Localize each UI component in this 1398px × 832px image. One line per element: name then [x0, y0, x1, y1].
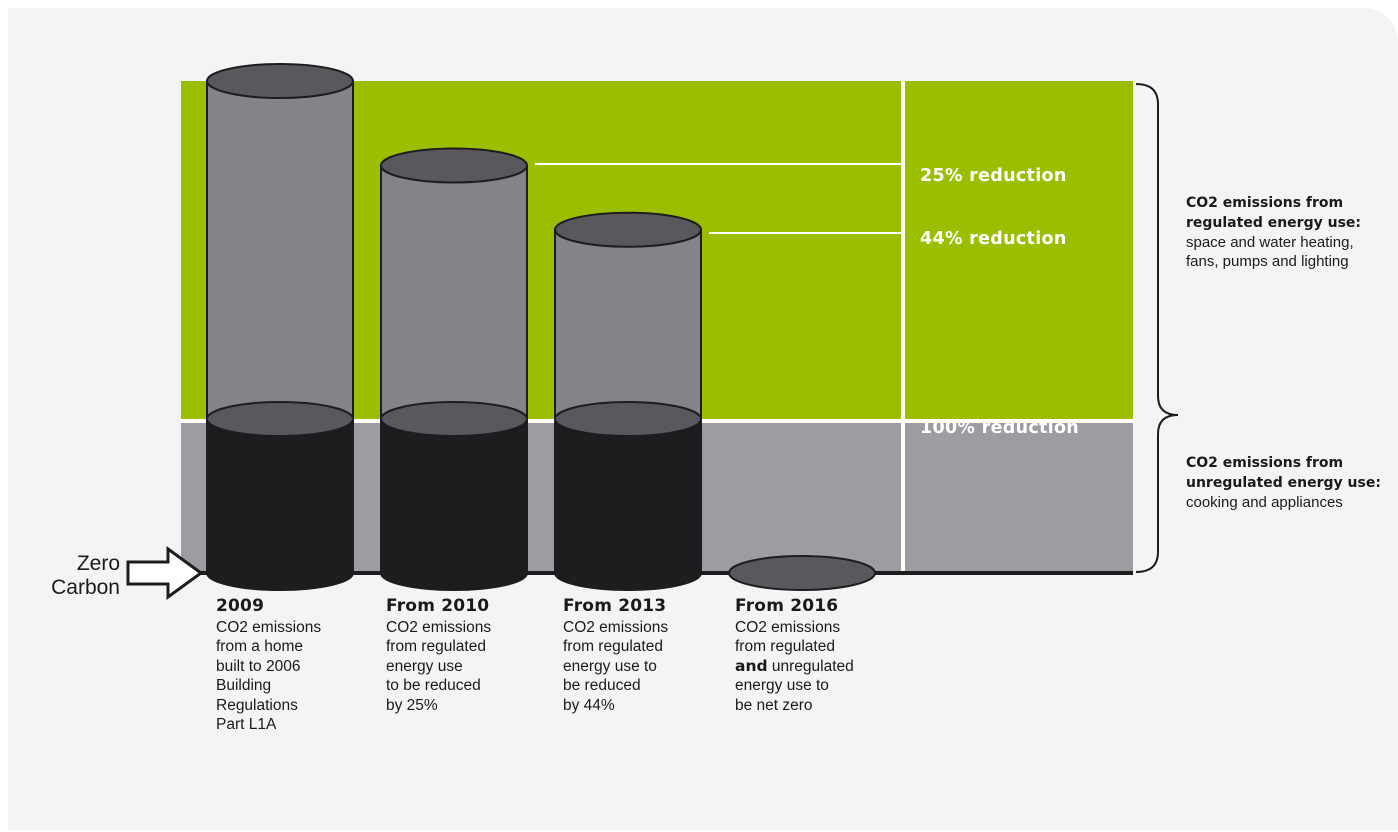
cylinder-regulated: [206, 80, 354, 437]
unregulated-note: CO2 emissions from unregulated energy us…: [1186, 453, 1386, 512]
caption-2010: From 2010 CO2 emissions from regulated e…: [386, 596, 492, 715]
cylinder-top-ellipse: [206, 63, 354, 99]
regulated-brace-icon: [1135, 83, 1179, 416]
caption-body-bold: and: [735, 656, 768, 675]
caption-body: CO2 emissions from a home built to 2006 …: [216, 618, 322, 734]
caption-year: From 2013: [563, 596, 667, 616]
caption-body-pre: CO2 emissions from regulated: [735, 618, 841, 656]
caption-year: 2009: [216, 596, 265, 616]
reduction-44-label: 44% reduction: [920, 229, 1067, 249]
caption-body: CO2 emissions from regulated energy use …: [563, 618, 669, 714]
caption-body: CO2 emissions from regulated energy use …: [386, 618, 492, 714]
cylinder-divider-ellipse: [554, 401, 702, 437]
caption-2009: 2009 CO2 emissions from a home built to …: [216, 596, 322, 735]
caption-year: From 2016: [735, 596, 839, 616]
reduction-100-label: 100% reduction: [920, 418, 1080, 438]
caption-2016: From 2016 CO2 emissions from regulated a…: [735, 596, 854, 716]
empty-cylinder-base: [728, 555, 876, 591]
cylinder-unregulated: [380, 418, 528, 591]
regulated-note-title: CO2 emissions from regulated energy use:: [1186, 195, 1361, 231]
unregulated-note-text: cooking and appliances: [1186, 494, 1343, 511]
cylinder-top-ellipse: [380, 147, 528, 184]
cylinder-divider-ellipse: [380, 401, 528, 437]
zero-carbon-label: Zero Carbon: [51, 552, 120, 599]
cylinder-unregulated: [206, 418, 354, 591]
cylinder-divider-ellipse: [206, 401, 354, 437]
regulated-note: CO2 emissions from regulated energy use:…: [1186, 193, 1386, 271]
column-separator: [901, 81, 905, 573]
zero-carbon-arrow-icon: [126, 546, 204, 600]
reduction-25-label: 25% reduction: [920, 166, 1067, 186]
regulated-note-text: space and water heating, fans, pumps and…: [1186, 234, 1354, 270]
caption-year: From 2010: [386, 596, 490, 616]
cylinder-regulated: [380, 164, 528, 437]
caption-2013: From 2013 CO2 emissions from regulated e…: [563, 596, 669, 715]
caption-body-post: unregulated energy use to be net zero: [735, 657, 854, 714]
cylinder-top-ellipse: [554, 211, 702, 248]
cylinders: [206, 63, 876, 591]
regulated-brace-icon-lower: [1135, 414, 1179, 573]
cylinder-unregulated: [554, 418, 702, 591]
unregulated-note-title: CO2 emissions from unregulated energy us…: [1186, 455, 1381, 491]
caption-body: CO2 emissions from regulated and unregul…: [735, 618, 854, 716]
